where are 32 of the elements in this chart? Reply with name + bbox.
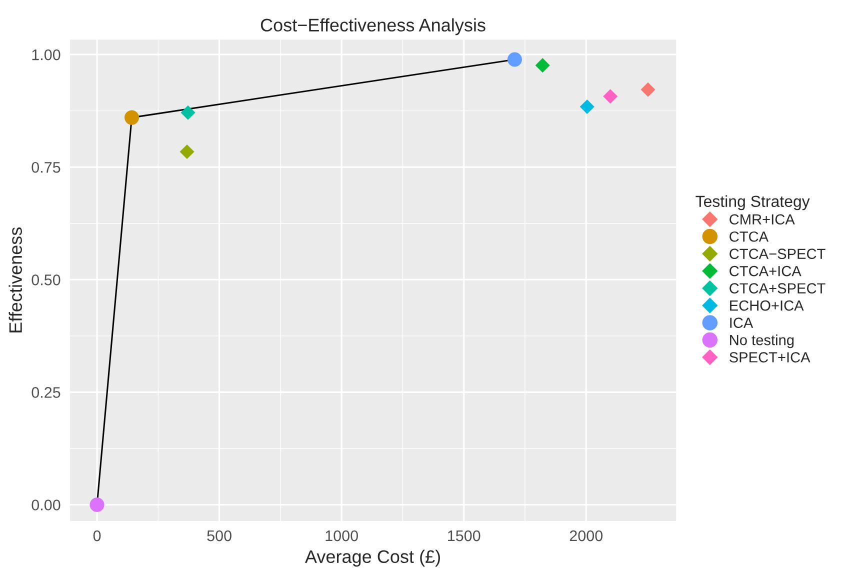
point	[124, 110, 140, 125]
x-axis-title: Average Cost (£)	[304, 550, 440, 567]
y-tick-label: 0.75	[32, 162, 60, 173]
legend-label: ICA	[730, 318, 754, 328]
x-tick-label: 2000	[570, 530, 603, 542]
legend-label: CTCA−SPECT	[730, 248, 826, 260]
legend-label: No testing	[730, 334, 794, 348]
point	[507, 52, 522, 67]
y-tick-label: 0.25	[32, 387, 60, 398]
point	[180, 144, 194, 160]
legend-label: CTCA+SPECT	[730, 283, 826, 294]
x-tick-label: 1500	[448, 530, 480, 542]
legend-label: CTCA+ICA	[730, 266, 802, 276]
x-tick-label: 1000	[326, 530, 358, 542]
y-tick-label: 0.00	[32, 500, 60, 510]
legend-label: CTCA	[730, 231, 769, 242]
y-tick-label: 0.50	[32, 274, 60, 286]
legend-label: CMR+ICA	[730, 214, 795, 225]
point	[535, 58, 550, 73]
x-tick-label: 500	[207, 530, 232, 542]
point	[580, 99, 594, 114]
legend-title: Testing Strategy	[696, 195, 810, 210]
point	[180, 105, 196, 120]
x-tick-label: 0	[93, 530, 101, 542]
point	[90, 497, 104, 512]
point	[640, 82, 656, 97]
point	[603, 89, 618, 104]
y-axis-title: Effectiveness	[8, 227, 22, 332]
legend-label: SPECT+ICA	[730, 352, 810, 362]
chart-title: Cost−Effectiveness Analysis	[260, 18, 486, 36]
y-tick-label: 1.00	[32, 49, 60, 60]
legend-label: ECHO+ICA	[730, 300, 804, 311]
